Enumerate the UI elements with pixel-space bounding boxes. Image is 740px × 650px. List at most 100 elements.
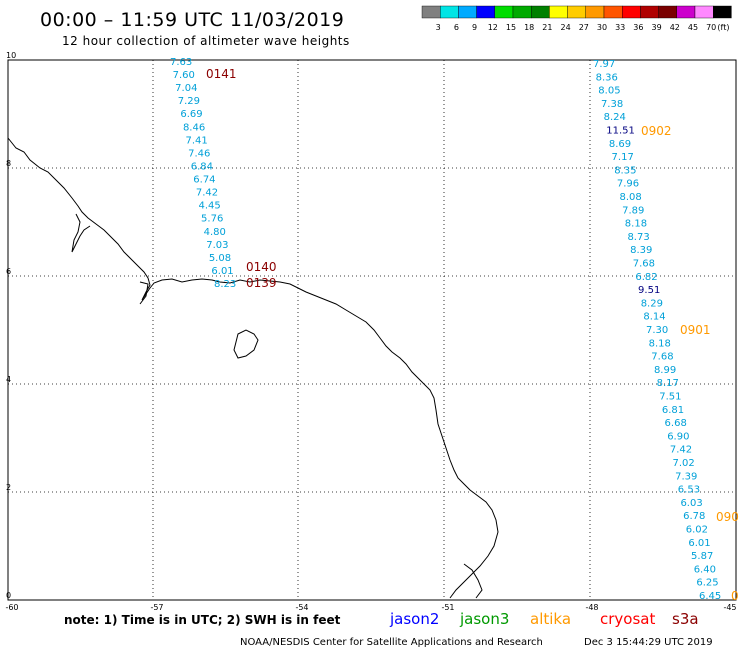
x-axis-ticks: -60 -57 -54 -51 -48 -45 <box>5 603 736 612</box>
obs-value: 8.08 <box>620 192 642 203</box>
obs-value: 7.42 <box>196 188 218 199</box>
colorbar-label: 3 <box>436 23 441 32</box>
colorbar-swatch <box>676 5 696 19</box>
obs-value: 7.89 <box>622 205 644 216</box>
obs-value: 7.29 <box>178 96 200 107</box>
obs-value: 5.87 <box>691 551 713 562</box>
colorbar-swatch <box>640 5 659 19</box>
colorbar-swatch <box>567 5 586 19</box>
obs-value: 6.45 <box>699 591 721 602</box>
y-tick-label: 6 <box>6 267 11 276</box>
obs-value: 5.08 <box>209 253 231 264</box>
x-tick-label: -60 <box>5 603 18 612</box>
colorbar-label: 21 <box>542 23 552 32</box>
pass-label: 090 <box>716 510 739 524</box>
y-axis-ticks: 0 2 4 6 8 10 <box>6 51 16 600</box>
obs-value: 7.97 <box>593 59 615 70</box>
satellite-legend-item: cryosat <box>600 610 655 628</box>
obs-value: 8.18 <box>625 219 647 230</box>
obs-value: 7.39 <box>675 471 697 482</box>
obs-value: 6.25 <box>696 578 718 589</box>
colorbar-label: 18 <box>524 23 534 32</box>
colorbar-label: 12 <box>488 23 498 32</box>
map-title: 00:00 – 11:59 UTC 11/03/2019 <box>40 9 344 31</box>
obs-value: 8.99 <box>654 365 676 376</box>
colorbar-label: 70 <box>706 23 716 32</box>
y-tick-label: 0 <box>6 591 11 600</box>
obs-value: 7.38 <box>601 99 623 110</box>
obs-value: 6.84 <box>191 161 213 172</box>
colorbar-label: 15 <box>506 23 516 32</box>
map-subtitle: 12 hour collection of altimeter wave hei… <box>62 34 350 48</box>
colorbar-swatch <box>512 5 532 19</box>
footer-timestamp: Dec 3 15:44:29 UTC 2019 <box>584 637 713 648</box>
obs-value: 8.18 <box>649 338 671 349</box>
obs-value: 8.05 <box>598 86 620 97</box>
satellite-legend-item: jason2 <box>389 610 439 628</box>
obs-value: 7.42 <box>670 445 692 456</box>
obs-value: 5.76 <box>201 214 223 225</box>
obs-value: 4.45 <box>198 201 220 212</box>
colorbar-label: 27 <box>579 23 589 32</box>
obs-value: 7.96 <box>617 179 639 190</box>
map-frame <box>7 59 737 601</box>
obs-value: 8.23 <box>214 279 236 290</box>
satellite-legend-item: s3a <box>672 610 699 628</box>
obs-value: 6.81 <box>662 405 684 416</box>
obs-value: 6.03 <box>680 498 702 509</box>
footer-credit: NOAA/NESDIS Center for Satellite Applica… <box>240 637 543 648</box>
obs-value: 6.74 <box>193 175 215 186</box>
obs-value: 8.36 <box>596 72 618 83</box>
obs-value: 7.17 <box>612 152 634 163</box>
obs-value: 9.51 <box>638 285 660 296</box>
obs-value: 8.17 <box>657 378 679 389</box>
colorbar-unit: (ft) <box>717 23 729 32</box>
x-tick-label: -45 <box>723 603 736 612</box>
obs-value: 6.78 <box>683 511 705 522</box>
colorbar-swatch <box>531 5 550 19</box>
obs-value: 8.14 <box>643 312 665 323</box>
obs-value: 7.51 <box>659 392 681 403</box>
x-tick-label: -51 <box>441 603 454 612</box>
obs-value: 6.01 <box>211 266 233 277</box>
obs-value: 6.40 <box>694 564 716 575</box>
x-tick-label: -48 <box>585 603 598 612</box>
colorbar-label: 30 <box>597 23 607 32</box>
satellite-legend: jason2 jason3 altika cryosat s3a <box>389 610 699 628</box>
y-tick-label: 8 <box>6 159 11 168</box>
obs-value: 7.46 <box>188 148 210 159</box>
obs-value: 7.68 <box>633 259 655 270</box>
colorbar-swatch <box>440 5 459 19</box>
obs-value: 8.29 <box>641 298 663 309</box>
obs-value: 6.53 <box>678 485 700 496</box>
x-tick-label: -57 <box>150 603 163 612</box>
pass-label: 0140 <box>246 260 277 274</box>
colorbar-swatch <box>713 5 732 19</box>
y-tick-label: 2 <box>6 483 11 492</box>
colorbar-legend: 3 6 9 12 15 18 21 24 27 30 33 36 39 42 45 70 (ft) <box>421 5 732 32</box>
obs-value: 7.63 <box>170 57 192 68</box>
colorbar-swatch <box>622 5 641 19</box>
obs-value: 6.90 <box>667 431 689 442</box>
obs-value: 7.60 <box>173 70 195 81</box>
colorbar-label: 42 <box>670 23 680 32</box>
obs-value: 8.35 <box>614 165 636 176</box>
obs-value: 7.03 <box>206 240 228 251</box>
obs-value: 4.80 <box>204 227 226 238</box>
obs-value: 6.01 <box>688 538 710 549</box>
colorbar-swatch <box>658 5 677 19</box>
pass-labels: 0141 0140 0139 0902 0901 090 0 <box>206 67 739 603</box>
y-tick-label: 10 <box>6 51 16 60</box>
colorbar-swatch <box>585 5 605 19</box>
colorbar-swatch <box>603 5 623 19</box>
obs-value: 7.41 <box>186 135 208 146</box>
colorbar-label: 39 <box>652 23 662 32</box>
colorbar-swatch <box>549 5 568 19</box>
colorbar-swatch <box>476 5 496 19</box>
colorbar-label: 33 <box>615 23 625 32</box>
colorbar-swatch <box>694 5 714 19</box>
obs-value: 6.82 <box>635 272 657 283</box>
pass-label: 0901 <box>680 323 711 337</box>
x-tick-label: -54 <box>295 603 308 612</box>
